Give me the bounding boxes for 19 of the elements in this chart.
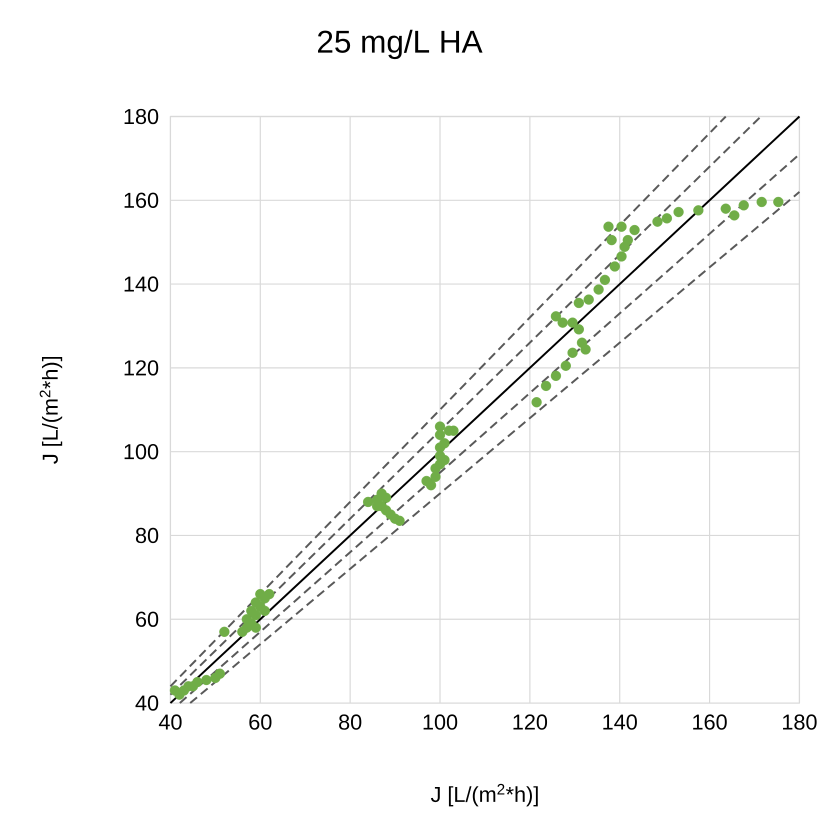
x-tick-label: 160 <box>693 714 727 730</box>
x-tick-label: 120 <box>513 714 548 730</box>
y-tick-label: 80 <box>136 528 158 544</box>
x-axis-title: J [L/(m$^{2}$*h)] <box>430 784 538 807</box>
chart-title: 25 mg/L HA <box>318 30 483 60</box>
y-axis-title: J [L/(m$^{2}$*h)] <box>40 357 62 464</box>
x-tick-label: 180 <box>783 714 817 730</box>
y-tick-label: 60 <box>136 612 158 628</box>
x-tick-label: 40 <box>158 714 182 730</box>
y-tick-label: 160 <box>124 192 158 208</box>
x-tick-label: 100 <box>424 714 458 730</box>
y-tick-label: 180 <box>124 109 158 124</box>
y-tick-label: 40 <box>135 696 158 711</box>
x-tick-label: 80 <box>339 714 362 730</box>
y-tick-label: 140 <box>124 276 158 292</box>
y-tick-label: 100 <box>124 444 158 460</box>
x-tick-label: 60 <box>249 714 272 730</box>
y-tick-label: 120 <box>124 360 158 376</box>
x-tick-label: 140 <box>603 714 637 730</box>
